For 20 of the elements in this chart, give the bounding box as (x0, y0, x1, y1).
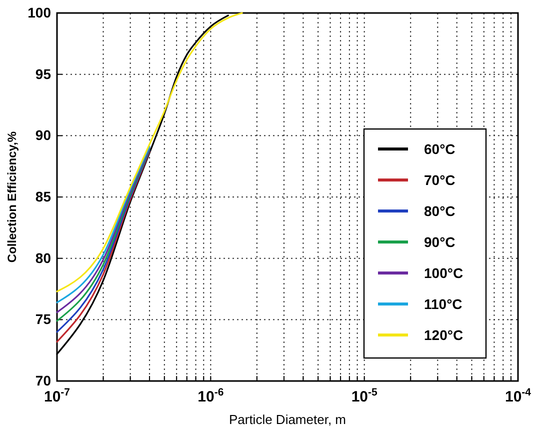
x-tick-label: 10$^{-4}$ (504, 386, 532, 406)
y-tick-label: 95 (35, 66, 52, 82)
y-tick-label: 90 (35, 127, 52, 144)
legend-label: 60°C (424, 141, 456, 157)
legend-label: 100°C (424, 265, 464, 281)
y-tick-label: 100 (28, 4, 52, 20)
x-axis-title: Particle Diameter, m (228, 412, 346, 427)
y-tick-label: 80 (35, 250, 52, 266)
legend-label: 80°C (424, 203, 456, 219)
x-tick-label: 10$^{-6}$ (198, 386, 224, 406)
y-tick-label: 70 (35, 372, 52, 388)
y-tick-label: 75 (35, 311, 52, 328)
x-tick-label: 10$^{-5}$ (351, 386, 378, 406)
legend-label: 120°C (424, 327, 464, 343)
legend-label: 90°C (424, 234, 456, 250)
y-axis-title: Collection Efficiency,% (5, 131, 19, 263)
y-tick-label: 85 (35, 188, 52, 204)
legend-label: 70°C (424, 172, 456, 188)
legend-label: 110°C (424, 296, 462, 312)
x-tick-label: 10$^{-7}$ (44, 386, 70, 406)
